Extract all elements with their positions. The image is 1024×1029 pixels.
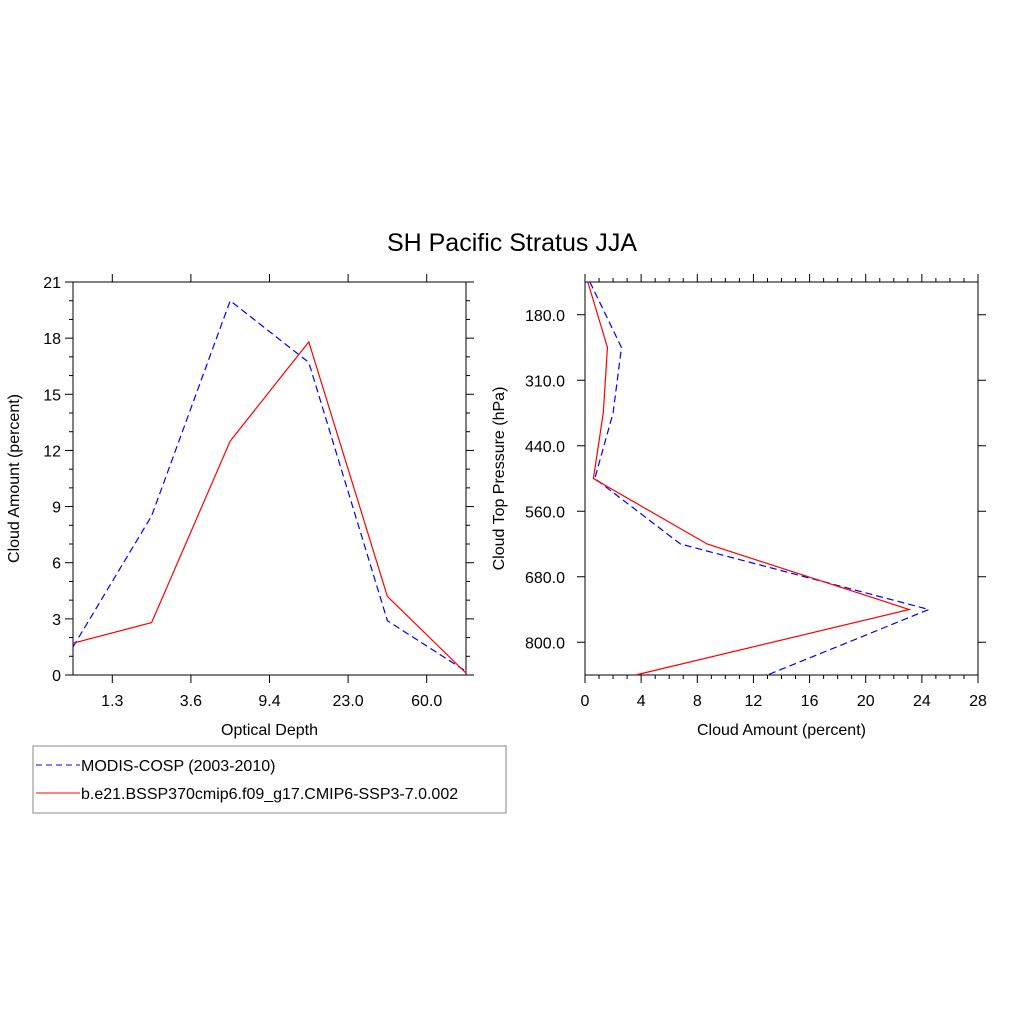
y-axis-label: Cloud Top Pressure (hPa) [491, 387, 508, 571]
x-tick-label: 23.0 [333, 693, 364, 710]
y-tick-label: 12 [43, 443, 61, 460]
legend-box [32, 745, 507, 814]
series-line-model [72, 340, 467, 674]
y-tick-label: 800.0 [525, 635, 565, 652]
x-tick-label: 20 [857, 693, 875, 710]
series-line-obs [72, 299, 467, 672]
chart-title: SH Pacific Stratus JJA [387, 229, 637, 257]
legend-label-model: b.e21.BSSP370cmip6.f09_g17.CMIP6-SSP3-7.… [81, 786, 458, 803]
y-tick-label: 560.0 [525, 504, 565, 521]
y-tick-label: 18 [43, 331, 61, 348]
y-tick-label: 680.0 [525, 570, 565, 587]
x-tick-label: 16 [801, 693, 819, 710]
y-tick-label: 9 [52, 500, 61, 517]
legend-label-obs: MODIS-COSP (2003-2010) [81, 758, 275, 775]
right-panel-pressure: 0 4 8 12 16 20 24 28 180.0 310.0 440.0 560.0 680.0 80… [491, 274, 987, 739]
y-tick-label: 310.0 [525, 373, 565, 390]
plot-frame [584, 281, 979, 676]
y-tick-label: 3 [52, 612, 61, 629]
y-tick-label: 440.0 [525, 439, 565, 456]
x-tick-label: 8 [693, 693, 702, 710]
y-tick-label: 15 [43, 387, 61, 404]
x-tick-label: 0 [581, 693, 590, 710]
x-tick-label: 1.3 [101, 693, 123, 710]
y-axis-label: Cloud Amount (percent) [6, 394, 23, 563]
x-tick-label: 9.4 [258, 693, 280, 710]
x-axis-label: Cloud Amount (percent) [697, 722, 866, 739]
y-tick-label: 0 [52, 668, 61, 685]
y-tick-label: 21 [43, 275, 61, 292]
left-panel-optical-depth: 0 3 6 9 12 15 18 21 1.3 3.6 9.4 23.0 60.0 Optical Dep… [6, 274, 474, 739]
x-tick-label: 24 [913, 693, 931, 710]
x-axis-label: Optical Depth [221, 722, 318, 739]
x-tick-label: 4 [637, 693, 646, 710]
y-tick-label: 180.0 [525, 308, 565, 325]
series-line-model [587, 281, 912, 676]
x-tick-label: 3.6 [180, 693, 202, 710]
legend: MODIS-COSP (2003-2010) b.e21.BSSP370cmip… [32, 745, 507, 814]
x-tick-label: 60.0 [411, 693, 442, 710]
y-tick-label: 6 [52, 556, 61, 573]
x-tick-label: 28 [969, 693, 987, 710]
x-tick-label: 12 [745, 693, 763, 710]
series-line-obs [589, 281, 931, 676]
